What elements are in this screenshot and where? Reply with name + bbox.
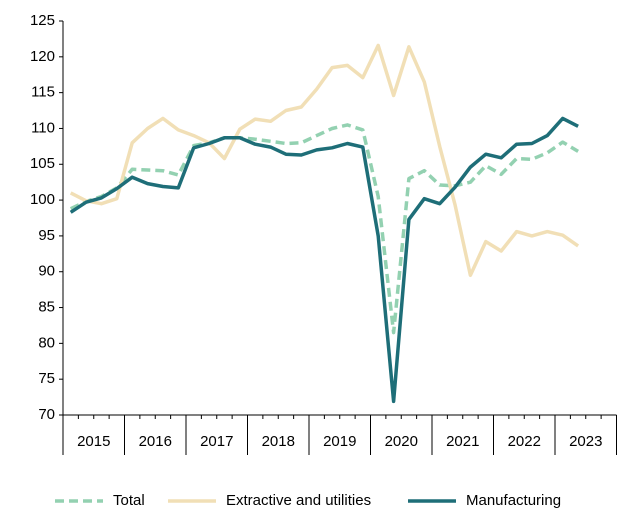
series-line xyxy=(69,123,580,335)
y-tick-label: 100 xyxy=(30,191,55,208)
x-tick-label: 2023 xyxy=(569,433,602,450)
x-tick-label: 2018 xyxy=(262,433,295,450)
legend-label: Total xyxy=(113,492,145,509)
x-tick-label: 2022 xyxy=(508,433,541,450)
x-tick-label: 2017 xyxy=(200,433,233,450)
x-tick-label: 2019 xyxy=(323,433,356,450)
y-tick-label: 115 xyxy=(31,84,55,101)
y-tick-label: 110 xyxy=(31,119,55,136)
y-tick-label: 125 xyxy=(30,12,55,29)
x-tick-label: 2016 xyxy=(139,433,172,450)
y-tick-label: 80 xyxy=(38,334,55,351)
y-tick-label: 75 xyxy=(38,370,55,387)
x-tick-label: 2015 xyxy=(77,433,110,450)
series-line xyxy=(69,116,579,404)
y-tick-label: 70 xyxy=(38,406,55,423)
y-tick-label: 95 xyxy=(38,227,55,244)
y-tick-label: 105 xyxy=(30,155,55,172)
x-tick-label: 2020 xyxy=(385,433,418,450)
y-tick-label: 120 xyxy=(30,48,55,65)
y-tick-label: 90 xyxy=(38,263,55,280)
y-tick-label: 85 xyxy=(38,299,55,316)
series-line xyxy=(69,43,580,278)
legend-label: Extractive and utilities xyxy=(226,492,371,509)
x-tick-label: 2021 xyxy=(446,433,479,450)
legend-label: Manufacturing xyxy=(466,492,561,509)
